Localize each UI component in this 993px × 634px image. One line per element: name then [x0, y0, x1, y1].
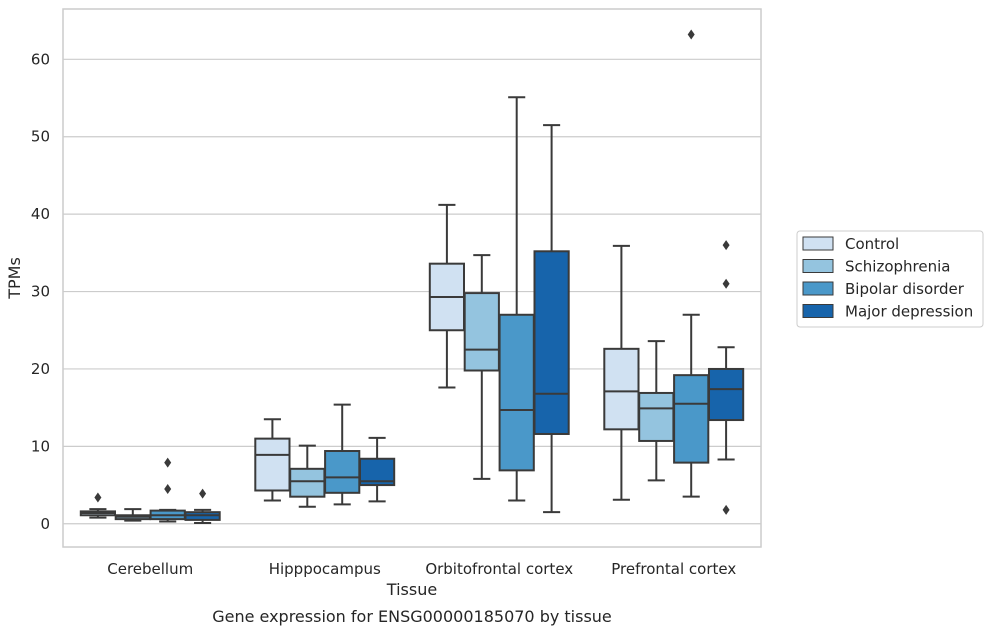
- box-3-2: [673, 29, 710, 498]
- box-3-0: [603, 244, 640, 501]
- y-tick-label-0: 0: [40, 515, 50, 533]
- outlier-point: [687, 29, 695, 40]
- box-0-3: [184, 488, 221, 525]
- box-2-1: [463, 254, 500, 480]
- box-body: [254, 437, 291, 492]
- legend-label-0: Control: [845, 235, 899, 253]
- box-0-1: [114, 508, 151, 522]
- legend-label-3: Major depression: [845, 303, 973, 321]
- box-3-1: [638, 340, 675, 482]
- legend-swatch-1: [802, 259, 834, 273]
- outlier-point: [722, 504, 730, 515]
- outlier-point: [199, 488, 207, 499]
- x-tick-label-3: Prefrontal cortex: [611, 560, 736, 578]
- legend-swatch-3: [802, 304, 834, 318]
- y-axis-label: TPMs: [5, 257, 24, 300]
- y-tick-label-60: 60: [31, 50, 50, 68]
- x-tick-label-0: Cerebellum: [107, 560, 193, 578]
- y-tick-labels: 0 10 20 30 40 50 60: [31, 50, 50, 532]
- legend-label-2: Bipolar disorder: [845, 280, 965, 298]
- box-3-3: [707, 240, 745, 515]
- box-body: [289, 467, 326, 498]
- x-tick-label-2: Orbitofrontal cortex: [425, 560, 573, 578]
- box-body: [707, 367, 745, 422]
- y-tick-label-50: 50: [31, 128, 50, 146]
- outlier-point: [164, 483, 172, 494]
- box-body: [638, 391, 675, 442]
- legend-frame: [796, 230, 984, 328]
- chart-caption: Gene expression for ENSG00000185070 by t…: [212, 607, 612, 626]
- box-0-2: [149, 457, 186, 523]
- legend-swatch-0: [802, 236, 834, 251]
- y-tick-label-30: 30: [31, 283, 50, 301]
- box-1-2: [324, 403, 361, 506]
- box-1-1: [289, 444, 326, 508]
- y-tick-label-20: 20: [31, 360, 50, 378]
- box-body: [533, 250, 570, 435]
- outlier-point: [164, 457, 172, 468]
- outlier-point: [722, 278, 730, 289]
- box-2-3: [533, 124, 570, 514]
- gridlines: [63, 58, 761, 525]
- y-tick-label-40: 40: [31, 205, 50, 223]
- box-2-0: [428, 203, 466, 389]
- x-tick-label-1: Hipppocampus: [269, 560, 381, 578]
- outlier-point: [94, 492, 102, 503]
- legend-label-1: Schizophrenia: [845, 258, 950, 276]
- y-tick-label-10: 10: [31, 437, 50, 455]
- plot-frame: [62, 8, 762, 548]
- box-body: [673, 374, 710, 464]
- box-body: [603, 347, 640, 431]
- box-2-2: [498, 96, 535, 502]
- box-body: [463, 292, 500, 372]
- box-body: [498, 313, 535, 472]
- x-tick-labels: Cerebellum Hipppocampus Orbitofrontal cort…: [107, 560, 736, 578]
- box-body: [324, 450, 361, 494]
- legend-swatch-2: [802, 281, 834, 296]
- box-1-0: [254, 418, 291, 502]
- boxes: [79, 29, 745, 525]
- box-0-0: [79, 492, 117, 519]
- legend: Control Schizophrenia Bipolar disorder Majo…: [796, 230, 984, 328]
- box-1-3: [358, 436, 396, 503]
- x-axis-label: Tissue: [386, 580, 437, 599]
- outlier-point: [722, 240, 730, 251]
